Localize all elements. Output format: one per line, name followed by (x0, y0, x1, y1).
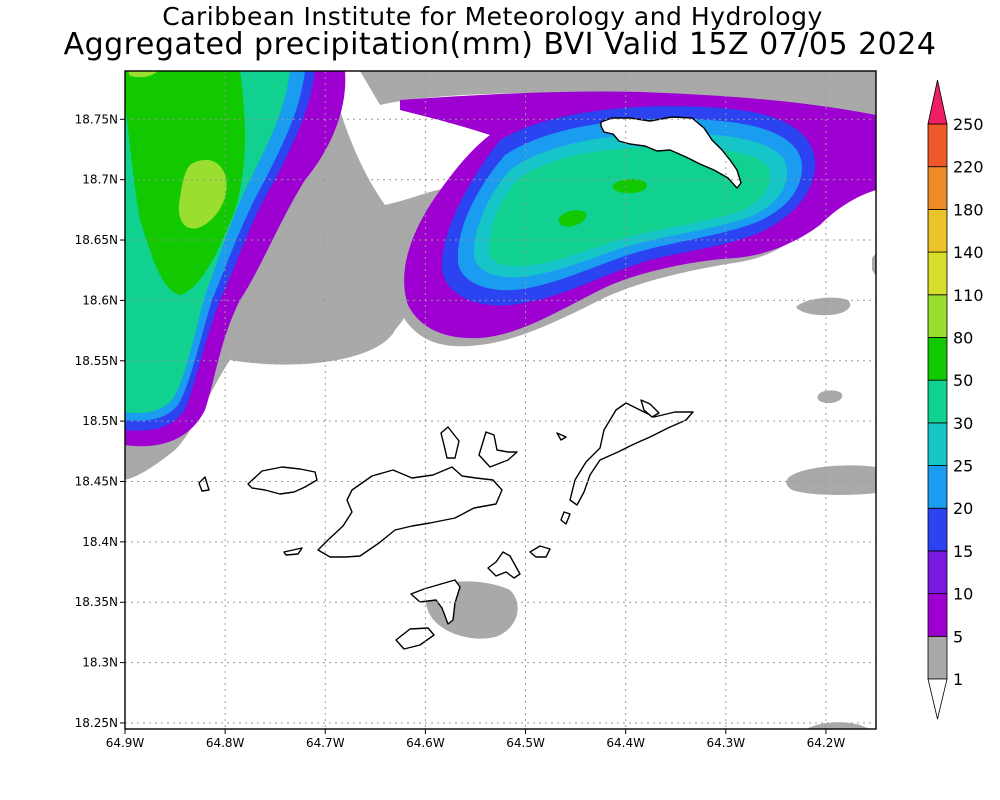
colorbar-bin (927, 550, 948, 595)
colorbar-bin (927, 507, 948, 552)
lat-tick-label: 18.25N (75, 716, 118, 730)
island-small-4 (283, 547, 303, 556)
colorbar-level-label: 80 (953, 328, 973, 347)
colorbar-level-label: 5 (953, 627, 963, 646)
colorbar-bin (927, 123, 948, 168)
colorbar-level-label: 15 (953, 542, 973, 561)
colorbar-level-label: 110 (953, 286, 984, 305)
island-small-5 (198, 476, 210, 492)
colorbar-bin (927, 422, 948, 466)
lat-tick-label: 18.6N (82, 293, 118, 307)
precip-patch-east-b (817, 390, 843, 404)
lat-tick-label: 18.5N (82, 414, 118, 428)
colorbar-bin (927, 166, 948, 210)
map-frame (124, 70, 877, 730)
lon-tick-label: 64.8W (206, 736, 245, 750)
colorbar-bin (927, 593, 948, 637)
colorbar-level-label: 250 (953, 115, 984, 134)
island-guana (478, 431, 518, 468)
colorbar-bin (927, 294, 948, 338)
island-jost-van-dyke (247, 466, 318, 495)
precip-ne-30 (489, 147, 770, 267)
precip-ne-50a (612, 178, 647, 194)
island-small-6 (556, 432, 567, 441)
lat-tick-label: 18.65N (75, 233, 118, 247)
colorbar-bin (927, 635, 948, 680)
colorbar-level-label: 25 (953, 457, 973, 476)
lat-tick-label: 18.35N (75, 595, 118, 609)
lon-tick-label: 64.9W (106, 736, 145, 750)
lat-tick-label: 18.75N (75, 112, 118, 126)
precip-patch-east-d (872, 253, 876, 276)
lon-tick-label: 64.6W (406, 736, 445, 750)
colorbar-level-label: 140 (953, 243, 984, 262)
colorbar-bin (927, 208, 948, 253)
precip-patch-east-c (786, 465, 876, 495)
lon-tick-label: 64.4W (606, 736, 645, 750)
islands (198, 116, 742, 650)
colorbar-level-label: 30 (953, 414, 973, 433)
lon-tick-label: 64.5W (506, 736, 545, 750)
island-small-2 (487, 551, 521, 579)
precip-west-80 (178, 159, 227, 229)
island-virgin-gorda (569, 402, 694, 506)
island-small-1 (440, 426, 460, 459)
colorbar-top-arrow (927, 79, 948, 125)
lon-tick-label: 64.3W (707, 736, 746, 750)
lon-tick-label: 64.2W (807, 736, 846, 750)
colorbar-level-label: 20 (953, 499, 973, 518)
lat-tick-label: 18.3N (82, 656, 118, 670)
island-sw-cay (395, 627, 435, 650)
colorbar-level-label: 220 (953, 158, 984, 177)
latitude-axis: 18.75N 18.7N 18.65N 18.6N 18.55N 18.5N 18.45N 1… (75, 112, 125, 730)
precip-patch-east-a (796, 297, 851, 316)
longitude-axis: 64.9W 64.8W 64.7W 64.6W 64.5W 64.4W 64.3W 64.2W (106, 729, 846, 750)
precip-ne-50b (558, 210, 587, 227)
colorbar-bin (927, 251, 948, 296)
lat-tick-label: 18.4N (82, 535, 118, 549)
colorbar-bin (927, 337, 948, 381)
colorbar-bin (927, 379, 948, 424)
colorbar-level-label: 180 (953, 200, 984, 219)
chart-title-institute: Caribbean Institute for Meteorology and … (162, 2, 823, 31)
colorbar-level-label: 50 (953, 371, 973, 390)
lon-tick-label: 64.7W (306, 736, 345, 750)
colorbar-level-label: 1 (953, 670, 963, 689)
lat-tick-label: 18.45N (75, 474, 118, 488)
island-norman-peter (410, 579, 461, 625)
graticule (124, 71, 876, 729)
lat-tick-label: 18.7N (82, 173, 118, 187)
island-small-3 (529, 545, 551, 558)
island-anegada (600, 116, 742, 189)
colorbar-bin (927, 465, 948, 509)
precip-west-80-top (128, 71, 158, 78)
island-tortola (317, 466, 503, 558)
island-small-7 (640, 399, 660, 418)
precip-patch-bottom (806, 722, 870, 729)
chart-title-product: Aggregated precipitation(mm) BVI Valid 1… (63, 27, 937, 62)
colorbar-bottom-arrow (927, 678, 948, 720)
colorbar-level-label: 10 (953, 585, 973, 604)
island-small-8 (560, 511, 571, 525)
precip-field (125, 71, 876, 729)
lat-tick-label: 18.55N (75, 354, 118, 368)
